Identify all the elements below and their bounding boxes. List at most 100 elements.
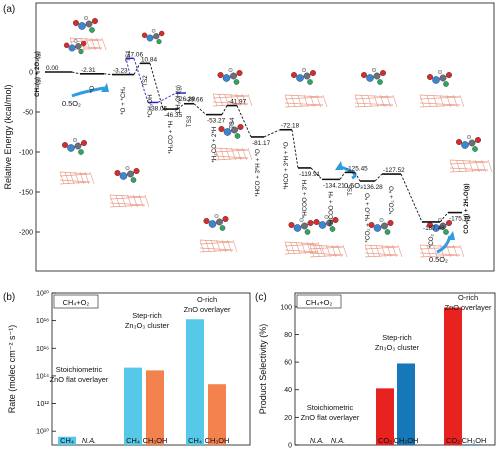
- molecule-atom: [114, 169, 121, 176]
- surface-bond: [236, 147, 242, 161]
- species-label: *HCOO + 3*H: [302, 180, 309, 218]
- molecule-atom: [461, 141, 469, 149]
- catalyst-surface-illustration: [59, 171, 95, 185]
- molecule-illustration: [203, 213, 229, 231]
- surface-bond: [354, 94, 360, 108]
- energy-connector: [354, 172, 361, 182]
- catalyst-surface-illustration: [284, 241, 323, 255]
- energy-connector: [177, 103, 185, 110]
- molecule-atom: [233, 79, 240, 85]
- surface-bond: [453, 244, 458, 258]
- molecule-illustration: [291, 67, 317, 85]
- molecule-atom: [153, 33, 160, 40]
- selectivity-group-label: ZnO flat overlayer: [301, 413, 360, 422]
- surface-bond: [284, 243, 319, 247]
- o2-label: 0.5O₂: [62, 99, 81, 108]
- molecule-atom: [208, 220, 217, 228]
- catalyst-surface-illustration: [419, 94, 465, 108]
- molecule-atom: [156, 39, 162, 45]
- surface-bond: [392, 244, 397, 258]
- species-label: *H₃CO + *H: [168, 121, 175, 154]
- surface-bond: [212, 95, 249, 99]
- energy-value-label: -72.18: [281, 123, 300, 130]
- surface-bond: [96, 37, 101, 51]
- molecule-atom: [133, 167, 140, 174]
- energy-connector: [263, 129, 281, 138]
- molecule-atom: [361, 71, 368, 78]
- surface-bond: [446, 244, 451, 258]
- surface-bond: [354, 96, 394, 100]
- selectivity-bar: [465, 444, 483, 445]
- molecule-atom: [72, 137, 77, 142]
- surface-bond: [109, 196, 146, 200]
- molecule-atom: [446, 219, 453, 226]
- species-label: TS3: [186, 115, 193, 127]
- catalyst-surface-illustration: [309, 244, 348, 258]
- surface-bond: [212, 93, 218, 107]
- molecule-atom: [216, 218, 223, 226]
- surface-bond: [439, 94, 445, 108]
- energy-y-tick-label: -200: [19, 230, 33, 237]
- surface-bond: [138, 194, 144, 208]
- selectivity-bar-label: CO₂: [378, 436, 392, 445]
- selectivity-legend-box: [296, 294, 342, 309]
- surface-bond: [459, 94, 465, 108]
- species-label: *HCO + 3*H + *O: [255, 149, 262, 197]
- surface-bond: [468, 159, 474, 173]
- molecule-atom: [387, 219, 394, 226]
- rate-legend-text: CH₄+O₂: [63, 298, 90, 307]
- molecule-atom: [231, 126, 238, 134]
- surface-bond: [419, 102, 461, 106]
- molecule-atom: [373, 224, 382, 232]
- species-label: *O + *CH₄: [120, 86, 127, 115]
- rate-bar-label: CH₄: [60, 436, 74, 445]
- surface-bond: [284, 249, 319, 253]
- catalyst-surface-illustration: [109, 194, 150, 208]
- rate-group-label: ZnO overlayer: [184, 305, 231, 314]
- molecule-atom: [432, 76, 440, 84]
- surface-bond: [315, 244, 320, 258]
- surface-bond: [316, 94, 321, 108]
- species-label: TS4: [229, 117, 236, 129]
- species-label: CH₄(g) + 2O₂(g): [34, 51, 41, 97]
- surface-bond: [419, 254, 461, 258]
- surface-bond: [85, 37, 91, 51]
- panel-label-b: (b): [3, 292, 15, 303]
- surface-bond: [364, 252, 399, 256]
- energy-y-tick-label: -50: [23, 110, 33, 117]
- surface-bond: [449, 161, 489, 165]
- energy-value-label: -119.91: [299, 171, 321, 178]
- surface-bond: [309, 244, 315, 258]
- surface-bond: [284, 96, 324, 100]
- surface-bond: [354, 104, 394, 108]
- rate-group-label: Stoichiometric: [56, 365, 103, 374]
- panel-label-c: (c): [255, 292, 267, 303]
- molecule-atom: [307, 219, 314, 226]
- surface-bond: [354, 102, 394, 106]
- molecule-atom: [228, 67, 233, 72]
- molecule-atom: [68, 44, 76, 52]
- surface-bond: [426, 244, 431, 258]
- selectivity-y-tick-label: 60: [284, 360, 292, 367]
- o2-label: 0.5O₂: [344, 181, 363, 190]
- molecule-illustration: [288, 217, 314, 235]
- surface-bond: [310, 94, 315, 108]
- surface-bond: [364, 244, 370, 258]
- molecule-atom: [73, 38, 78, 43]
- molecule-atom: [62, 141, 69, 148]
- surface-bond: [221, 239, 227, 253]
- molecule-atom: [237, 123, 244, 130]
- catalyst-surface-illustration: [214, 147, 253, 161]
- energy-connector: [400, 173, 423, 223]
- molecule-atom: [377, 79, 383, 85]
- catalyst-surface-illustration: [364, 244, 403, 258]
- surface-bond: [214, 149, 249, 153]
- o2-arrowhead: [335, 161, 343, 170]
- molecule-atom: [63, 42, 70, 49]
- molecule-atom: [366, 74, 374, 82]
- molecule-atom: [379, 217, 384, 222]
- molecule-atom: [373, 72, 381, 80]
- rate-bar: [208, 384, 226, 445]
- o2-arrowhead: [447, 231, 455, 240]
